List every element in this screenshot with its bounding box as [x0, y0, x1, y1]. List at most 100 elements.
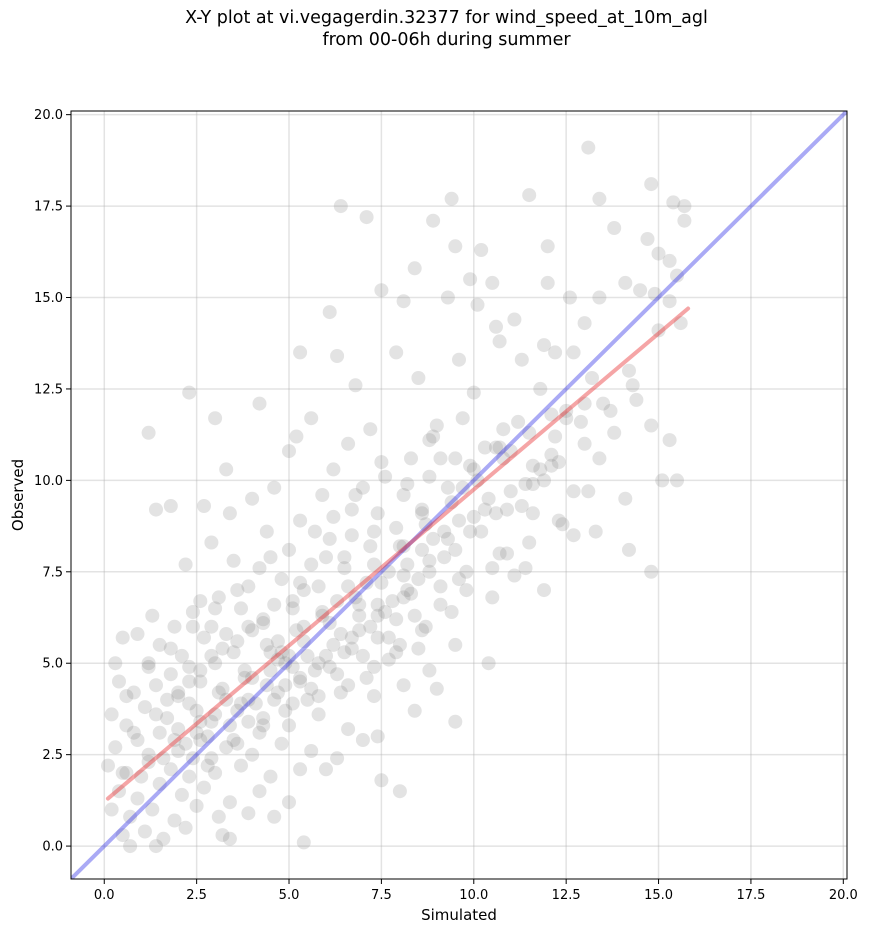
scatter-point	[337, 550, 352, 565]
scatter-point	[466, 509, 481, 524]
scatter-point	[396, 539, 411, 554]
scatter-point	[370, 608, 385, 623]
scatter-point	[149, 839, 163, 854]
scatter-point	[470, 473, 485, 488]
scatter-point	[230, 703, 245, 718]
scatter-point	[396, 294, 411, 309]
scatter-point	[293, 674, 308, 689]
scatter-point	[215, 681, 230, 696]
scatter-point	[211, 590, 226, 605]
scatter-point	[245, 491, 260, 506]
scatter-point	[459, 564, 474, 579]
scatter-point	[477, 440, 492, 455]
scatter-point	[296, 583, 311, 598]
scatter-point	[311, 689, 326, 704]
scatter-point	[363, 539, 378, 554]
chart-title-line1: X-Y plot at vi.vegagerdin.32377 for wind…	[185, 8, 708, 28]
scatter-point	[222, 831, 237, 846]
scatter-point	[581, 140, 596, 155]
scatter-point	[293, 513, 308, 528]
scatter-point	[444, 495, 459, 510]
scatter-point	[518, 561, 533, 576]
scatter-point	[311, 656, 326, 671]
scatter-point	[304, 681, 319, 696]
scatter-point	[156, 751, 171, 766]
scatter-point	[566, 484, 581, 499]
scatter-point	[677, 199, 692, 214]
scatter-point	[278, 703, 293, 718]
scatter-point	[115, 630, 130, 645]
y-axis-label: Observed	[9, 459, 27, 531]
scatter-point	[481, 656, 496, 671]
scatter-point	[248, 696, 263, 711]
scatter-point	[230, 736, 245, 751]
scatter-point	[455, 411, 470, 426]
y-tick-label: 0.0	[42, 840, 63, 855]
scatter-point	[344, 641, 359, 656]
scatter-point	[525, 477, 540, 491]
scatter-point	[160, 711, 175, 726]
scatter-point	[189, 703, 204, 718]
scatter-point	[507, 568, 522, 583]
scatter-point	[452, 572, 466, 587]
scatter-point	[559, 403, 574, 418]
scatter-point	[141, 425, 156, 440]
scatter-point	[544, 447, 559, 462]
y-tick-label: 12.5	[34, 382, 63, 397]
scatter-point	[640, 232, 655, 246]
scatter-point	[662, 433, 677, 448]
scatter-point	[670, 268, 684, 283]
scatter-point	[492, 440, 507, 455]
y-tick-label: 2.5	[42, 748, 63, 763]
scatter-point	[204, 714, 219, 729]
scatter-point	[463, 458, 478, 473]
scatter-point	[470, 297, 485, 312]
scatter-point	[322, 305, 337, 320]
scatter-point	[197, 780, 211, 795]
scatter-point	[307, 663, 322, 678]
scatter-point	[404, 586, 418, 601]
scatter-point	[204, 535, 219, 550]
scatter-point	[119, 718, 134, 733]
scatter-point	[525, 506, 540, 521]
scatter-point	[463, 272, 478, 287]
scatter-point	[222, 718, 237, 733]
scatter-point	[234, 696, 248, 711]
scatter-point	[282, 648, 296, 663]
scatter-point	[466, 462, 481, 477]
scatter-point	[481, 491, 496, 506]
scatter-point	[267, 809, 282, 824]
scatter-point	[278, 678, 293, 693]
scatter-point	[537, 338, 551, 353]
scatter-point	[452, 352, 466, 367]
scatter-point	[544, 458, 559, 473]
scatter-point	[174, 787, 189, 802]
scatter-point	[411, 572, 426, 587]
scatter-point	[540, 239, 555, 254]
scatter-point	[500, 546, 514, 561]
scatter-point	[407, 608, 422, 623]
scatter-point	[270, 685, 285, 700]
scatter-point	[474, 524, 489, 539]
scatter-point	[426, 213, 441, 228]
scatter-point	[104, 802, 119, 817]
scatter-point	[193, 714, 208, 729]
scatter-point	[293, 575, 308, 590]
scatter-point	[647, 286, 662, 301]
scatter-point	[326, 637, 341, 652]
scatter-point	[263, 663, 278, 678]
scatter-point	[193, 663, 208, 678]
scatter-point	[130, 627, 145, 641]
scatter-point	[396, 488, 411, 502]
scatter-point	[418, 517, 433, 532]
scatter-point	[555, 517, 570, 532]
scatter-point	[389, 645, 404, 660]
scatter-point	[629, 392, 644, 407]
scatter-point	[230, 634, 245, 649]
scatter-point	[573, 414, 588, 429]
scatter-point	[381, 564, 396, 579]
scatter-point	[141, 755, 156, 769]
scatter-point	[477, 502, 492, 517]
scatter-point	[666, 195, 681, 210]
scatter-point	[134, 769, 149, 784]
